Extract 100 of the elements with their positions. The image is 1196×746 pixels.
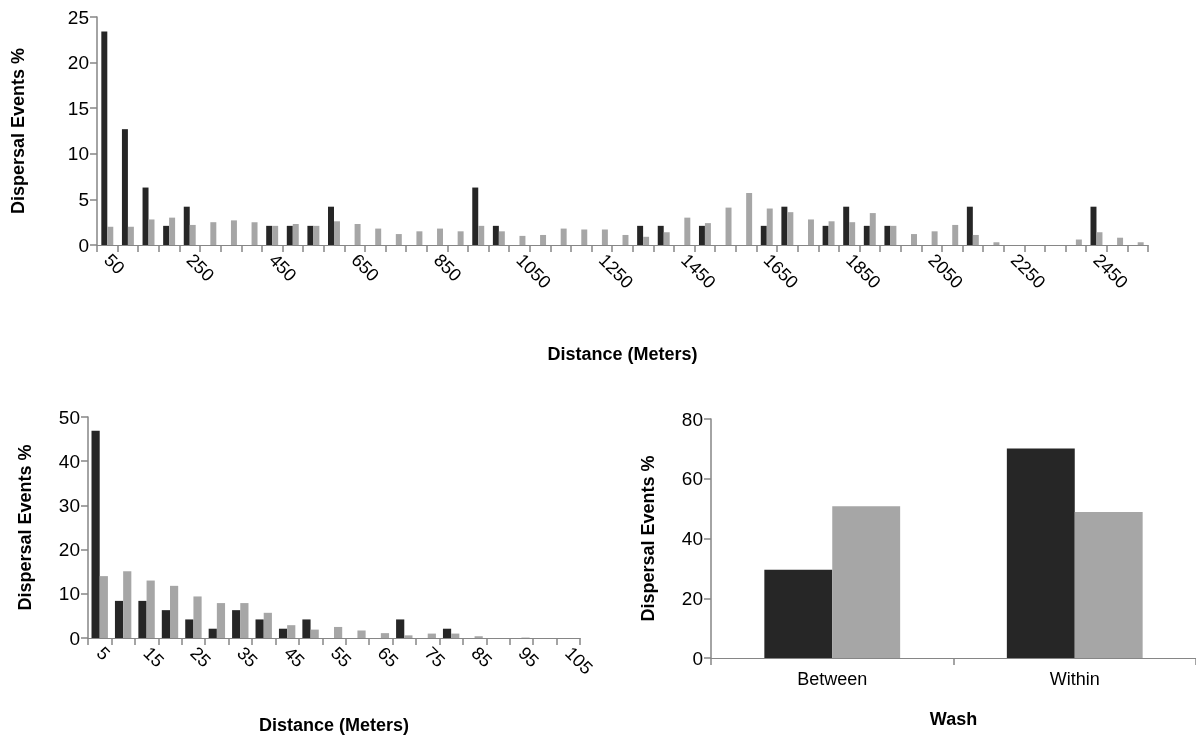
- x-tick-label: 45: [280, 642, 309, 672]
- bar: [643, 236, 650, 245]
- bar: [416, 231, 423, 245]
- bar: [210, 222, 217, 245]
- bar: [601, 229, 608, 245]
- bar: [138, 600, 147, 638]
- bar: [725, 207, 732, 245]
- bar: [952, 224, 959, 245]
- bar: [313, 225, 320, 245]
- bar: [832, 506, 901, 658]
- y-tick-label: 20: [681, 587, 703, 609]
- x-axis-title: Wash: [929, 709, 978, 729]
- y-tick-label: 20: [67, 52, 89, 74]
- bar: [170, 585, 179, 638]
- bar: [822, 225, 829, 245]
- bar: [146, 580, 155, 638]
- bar: [1075, 239, 1082, 245]
- bar: [746, 193, 753, 245]
- bar: [251, 222, 258, 245]
- bar: [540, 234, 547, 245]
- bar: [278, 628, 288, 638]
- y-tick-label: 25: [67, 6, 89, 28]
- y-tick-label: 5: [78, 188, 89, 210]
- x-axis-title: Distance (Meters): [547, 344, 698, 364]
- bar: [472, 187, 479, 245]
- bar: [183, 206, 190, 245]
- bar: [395, 234, 402, 245]
- bar: [91, 430, 100, 638]
- bar: [272, 225, 279, 245]
- bar: [828, 221, 835, 245]
- bar: [560, 228, 567, 245]
- bar: [189, 224, 196, 245]
- bar: [307, 225, 314, 245]
- y-axis-title: Dispersal Events %: [8, 47, 28, 215]
- x-tick-label: 50: [100, 249, 129, 279]
- y-tick-label: 50: [58, 406, 80, 428]
- bar: [437, 228, 444, 245]
- bar: [890, 225, 897, 245]
- bar: [1137, 242, 1144, 245]
- x-tick-label: 35: [233, 642, 262, 672]
- bar: [286, 225, 293, 245]
- y-tick-label: 0: [692, 647, 703, 669]
- x-tick-label: 5: [92, 642, 114, 665]
- bar: [230, 220, 237, 245]
- bar: [101, 31, 108, 245]
- y-axis-title: Dispersal Events %: [638, 455, 658, 622]
- bar: [380, 633, 390, 638]
- bar: [843, 206, 850, 245]
- bar: [292, 224, 299, 245]
- y-tick-label: 20: [58, 539, 80, 561]
- y-tick-label: 30: [58, 494, 80, 516]
- bar: [334, 626, 343, 638]
- x-tick-label: 25: [186, 642, 215, 672]
- bar: [107, 226, 114, 245]
- bar: [357, 630, 366, 638]
- bar: [972, 234, 979, 245]
- bar: [704, 223, 711, 245]
- bar: [442, 628, 452, 638]
- x-tick-label: 75: [420, 642, 449, 672]
- bar: [163, 225, 170, 245]
- bar: [766, 208, 773, 245]
- y-tick-label: 10: [67, 143, 89, 165]
- bar: [404, 635, 413, 638]
- bar: [781, 206, 788, 245]
- y-tick-label: 0: [69, 627, 80, 649]
- x-tick-label: 450: [265, 249, 301, 286]
- bar: [884, 225, 891, 245]
- bar: [328, 206, 334, 245]
- bar: [302, 619, 311, 638]
- bar: [121, 129, 128, 245]
- bar: [161, 610, 170, 638]
- bar: [193, 596, 202, 638]
- y-tick-label: 80: [681, 408, 703, 430]
- bar: [354, 224, 361, 245]
- x-tick-label: 105: [561, 642, 597, 679]
- x-tick-label: 850: [429, 249, 466, 286]
- bar: [807, 219, 814, 245]
- bar: [123, 571, 132, 638]
- bar: [216, 603, 226, 638]
- y-tick-label: 0: [78, 234, 89, 256]
- bar: [232, 610, 241, 638]
- bar: [1006, 448, 1075, 658]
- bar: [396, 619, 405, 638]
- bar: [114, 600, 124, 638]
- x-tick-label: Within: [1049, 669, 1100, 689]
- x-tick-label: 15: [139, 642, 168, 672]
- x-tick-label: 650: [347, 249, 383, 286]
- y-tick-label: 40: [681, 528, 703, 549]
- bar: [478, 225, 485, 245]
- bar: [375, 228, 382, 245]
- x-tick-label: Between: [797, 669, 868, 689]
- bar: [760, 225, 767, 245]
- bar: [931, 231, 938, 245]
- x-tick-label: 250: [182, 249, 219, 286]
- y-tick-label: 15: [67, 97, 89, 119]
- y-tick-label: 60: [681, 468, 703, 490]
- bar: [849, 222, 856, 245]
- bar: [911, 234, 917, 245]
- y-tick-label: 40: [58, 450, 80, 472]
- bar: [657, 225, 664, 245]
